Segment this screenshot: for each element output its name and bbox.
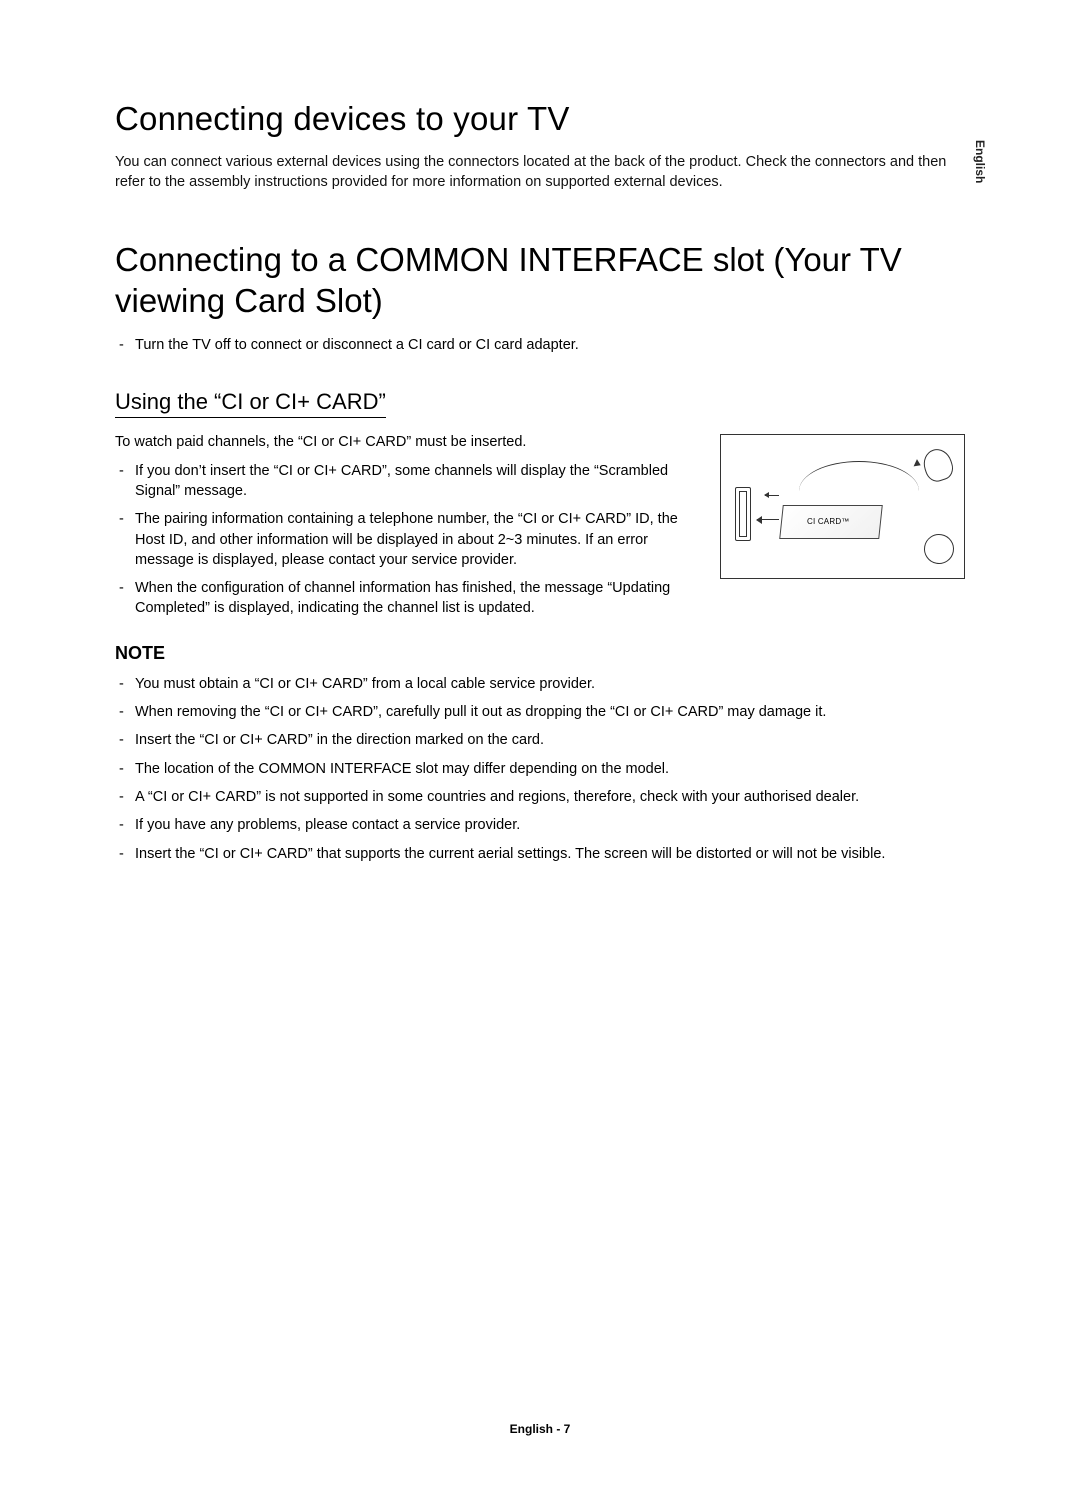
hand-icon <box>920 446 957 485</box>
list-item: Insert the “CI or CI+ CARD” that support… <box>115 844 970 864</box>
section2-list: Turn the TV off to connect or disconnect… <box>115 335 970 355</box>
list-item: When removing the “CI or CI+ CARD”, care… <box>115 702 970 722</box>
ci-card-diagram: CI CARD™ <box>720 434 965 579</box>
list-item: Insert the “CI or CI+ CARD” in the direc… <box>115 730 970 750</box>
hand-icon <box>922 532 957 567</box>
note-list: You must obtain a “CI or CI+ CARD” from … <box>115 674 970 864</box>
arrow-icon <box>757 519 779 520</box>
card-label: CI CARD™ <box>807 517 850 526</box>
list-item: A “CI or CI+ CARD” is not supported in s… <box>115 787 970 807</box>
list-item: Turn the TV off to connect or disconnect… <box>115 335 970 355</box>
curve-arrow-icon <box>799 461 919 491</box>
list-item: The location of the COMMON INTERFACE slo… <box>115 759 970 779</box>
section2-title: Connecting to a COMMON INTERFACE slot (Y… <box>115 239 970 322</box>
section1-title: Connecting devices to your TV <box>115 100 970 138</box>
page-footer: English - 7 <box>0 1422 1080 1436</box>
list-item: When the configuration of channel inform… <box>115 578 700 619</box>
list-item: You must obtain a “CI or CI+ CARD” from … <box>115 674 970 694</box>
slot-icon <box>735 487 751 541</box>
arrow-icon <box>765 495 779 496</box>
list-item: If you don’t insert the “CI or CI+ CARD”… <box>115 461 700 502</box>
language-side-tab: English <box>973 140 987 183</box>
list-item: If you have any problems, please contact… <box>115 815 970 835</box>
section1-intro: You can connect various external devices… <box>115 152 970 193</box>
page-content: Connecting devices to your TV You can co… <box>115 100 970 872</box>
section3-intro: To watch paid channels, the “CI or CI+ C… <box>115 432 700 452</box>
section3-list: If you don’t insert the “CI or CI+ CARD”… <box>115 461 700 619</box>
note-heading: NOTE <box>115 643 970 664</box>
list-item: The pairing information containing a tel… <box>115 509 700 570</box>
section3-title: Using the “CI or CI+ CARD” <box>115 389 386 418</box>
